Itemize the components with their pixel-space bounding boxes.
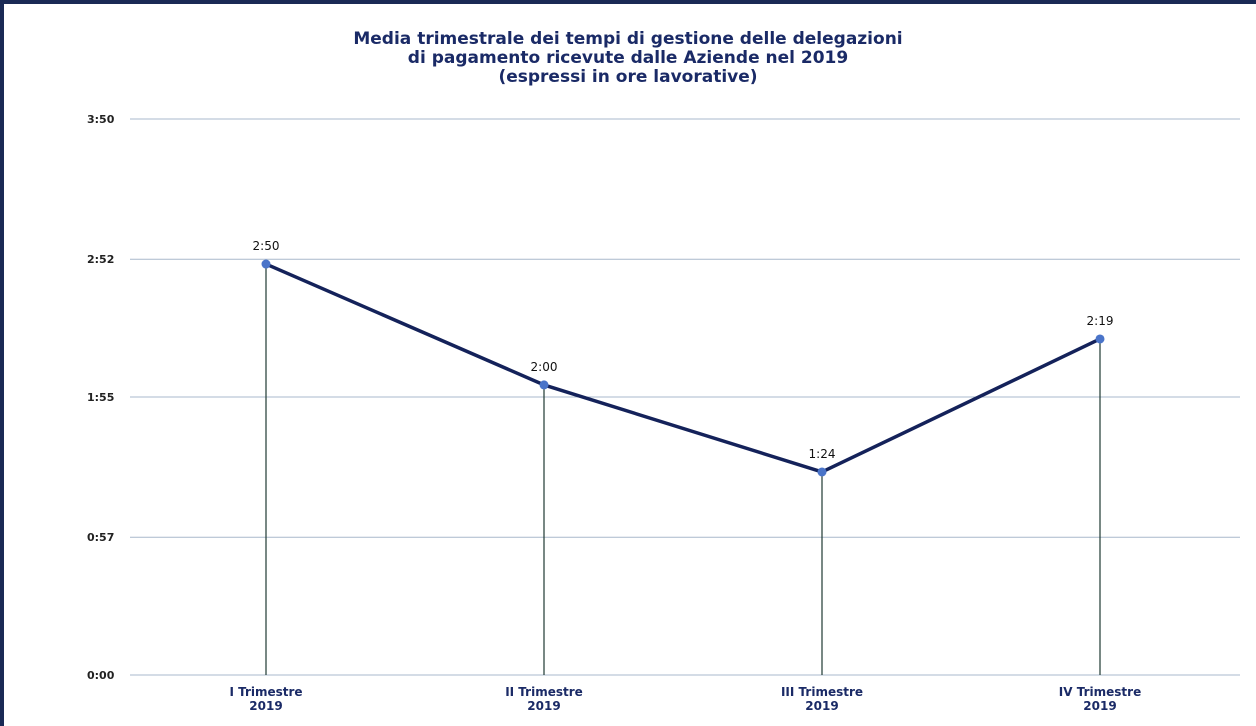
x-tick-label: 2019 (805, 699, 838, 713)
x-tick-label: 2019 (527, 699, 560, 713)
data-point (817, 467, 827, 477)
series-line-layer (265, 262, 1101, 474)
y-tick-label: 0:57 (87, 531, 114, 544)
data-point (1095, 334, 1105, 344)
data-label: 2:19 (1087, 314, 1114, 328)
data-label: 1:24 (809, 447, 836, 461)
x-tick-label: I Trimestre (229, 685, 302, 699)
x-tick-label: 2019 (1083, 699, 1116, 713)
x-tick-label: II Trimestre (505, 685, 583, 699)
drop-line-layer (265, 264, 1101, 675)
y-tick-label: 1:55 (87, 391, 114, 404)
chart-title-line-1: Media trimestrale dei tempi di gestione … (353, 29, 903, 49)
data-label: 2:50 (253, 239, 280, 253)
label-layer: 0:00 0:57 1:55 2:52 3:50 2:50 2:00 1:24 2:19 I Tr… (87, 113, 1141, 713)
chart-title-line-2: di pagamento ricevute dalle Aziende nel … (407, 48, 849, 68)
x-tick-label: IV Trimestre (1059, 685, 1141, 699)
data-point (539, 380, 549, 390)
y-tick-label: 3:50 (87, 113, 115, 126)
y-tick-label: 2:52 (87, 253, 114, 266)
data-point-layer (261, 259, 1105, 477)
data-point (261, 259, 271, 269)
y-tick-label: 0:00 (87, 669, 115, 682)
series-line (265, 262, 1101, 474)
x-tick-label: III Trimestre (781, 685, 863, 699)
chart-title: Media trimestrale dei tempi di gestione … (0, 30, 1256, 87)
grid-layer (130, 118, 1240, 676)
chart-title-line-3: (espressi in ore lavorative) (498, 67, 758, 87)
x-tick-label: 2019 (249, 699, 282, 713)
data-label: 2:00 (531, 360, 558, 374)
